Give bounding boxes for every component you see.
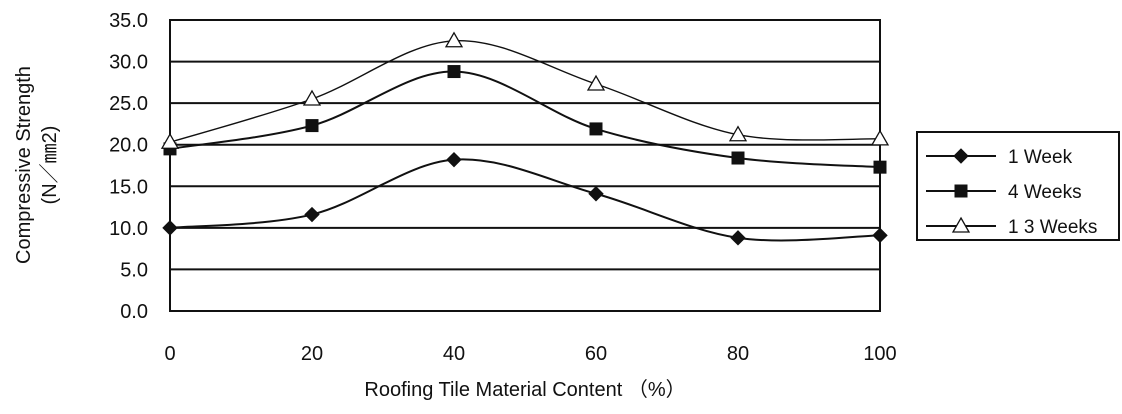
y-tick-label: 10.0 xyxy=(109,218,148,240)
series-layer xyxy=(160,31,890,246)
y-tick-label: 30.0 xyxy=(109,52,148,74)
y-axis-tick-labels: 0.0 5.0 10.0 15.0 20.0 25.0 30.0 35.0 xyxy=(109,10,148,323)
triangle-marker xyxy=(870,129,890,146)
legend-item: 4 Weeks xyxy=(926,182,1082,203)
x-tick-label: 100 xyxy=(863,343,896,365)
square-marker xyxy=(954,184,968,198)
legend-box xyxy=(916,131,1120,241)
legend-item: 1 Week xyxy=(926,147,1073,168)
legend: 1 Week 4 Weeks 1 3 Weeks xyxy=(916,131,1120,241)
series-line xyxy=(169,40,881,143)
legend-label: 4 Weeks xyxy=(1008,182,1082,203)
square-marker xyxy=(873,160,887,174)
square-marker xyxy=(589,122,603,136)
x-tick-label: 20 xyxy=(301,343,323,365)
plot-area xyxy=(160,19,890,312)
triangle-marker xyxy=(160,132,180,149)
y-axis-title: Compressive Strength xyxy=(13,66,35,264)
triangle-marker xyxy=(951,216,971,233)
diamond-marker xyxy=(872,227,888,244)
series-triangle xyxy=(160,31,890,149)
triangle-marker xyxy=(728,125,748,142)
y-tick-label: 25.0 xyxy=(109,93,148,115)
y-axis-unit: (N／㎜2) xyxy=(39,126,61,205)
x-axis-tick-labels: 0 20 40 60 80 100 xyxy=(164,343,896,365)
gridlines xyxy=(170,60,880,271)
legend-label: 1 Week xyxy=(1008,147,1073,168)
triangle-marker xyxy=(302,89,322,106)
x-tick-label: 40 xyxy=(443,343,465,365)
y-tick-label: 0.0 xyxy=(120,301,148,323)
diamond-marker xyxy=(162,220,178,236)
x-axis-title: Roofing Tile Material Content （%） xyxy=(364,378,685,401)
plot-background xyxy=(170,20,880,311)
triangle-marker xyxy=(444,31,464,48)
triangle-marker xyxy=(586,74,606,91)
series-diamond xyxy=(162,151,888,246)
legend-item: 1 3 Weeks xyxy=(926,216,1097,238)
square-marker xyxy=(305,119,319,133)
diamond-marker xyxy=(730,230,746,246)
x-tick-label: 60 xyxy=(585,343,607,365)
y-tick-label: 15.0 xyxy=(109,176,148,198)
x-tick-label: 80 xyxy=(727,343,749,365)
legend-label: 1 3 Weeks xyxy=(1008,217,1097,238)
series-line xyxy=(169,158,881,242)
diamond-marker xyxy=(953,148,969,164)
series-line xyxy=(169,70,881,169)
y-tick-label: 35.0 xyxy=(109,10,148,32)
y-tick-label: 5.0 xyxy=(120,259,148,281)
x-tick-label: 0 xyxy=(164,343,175,365)
square-marker xyxy=(731,151,745,165)
diamond-marker xyxy=(304,206,320,223)
diamond-marker xyxy=(446,151,462,168)
diamond-marker xyxy=(588,186,604,202)
y-tick-label: 20.0 xyxy=(109,135,148,157)
square-marker xyxy=(447,65,461,79)
